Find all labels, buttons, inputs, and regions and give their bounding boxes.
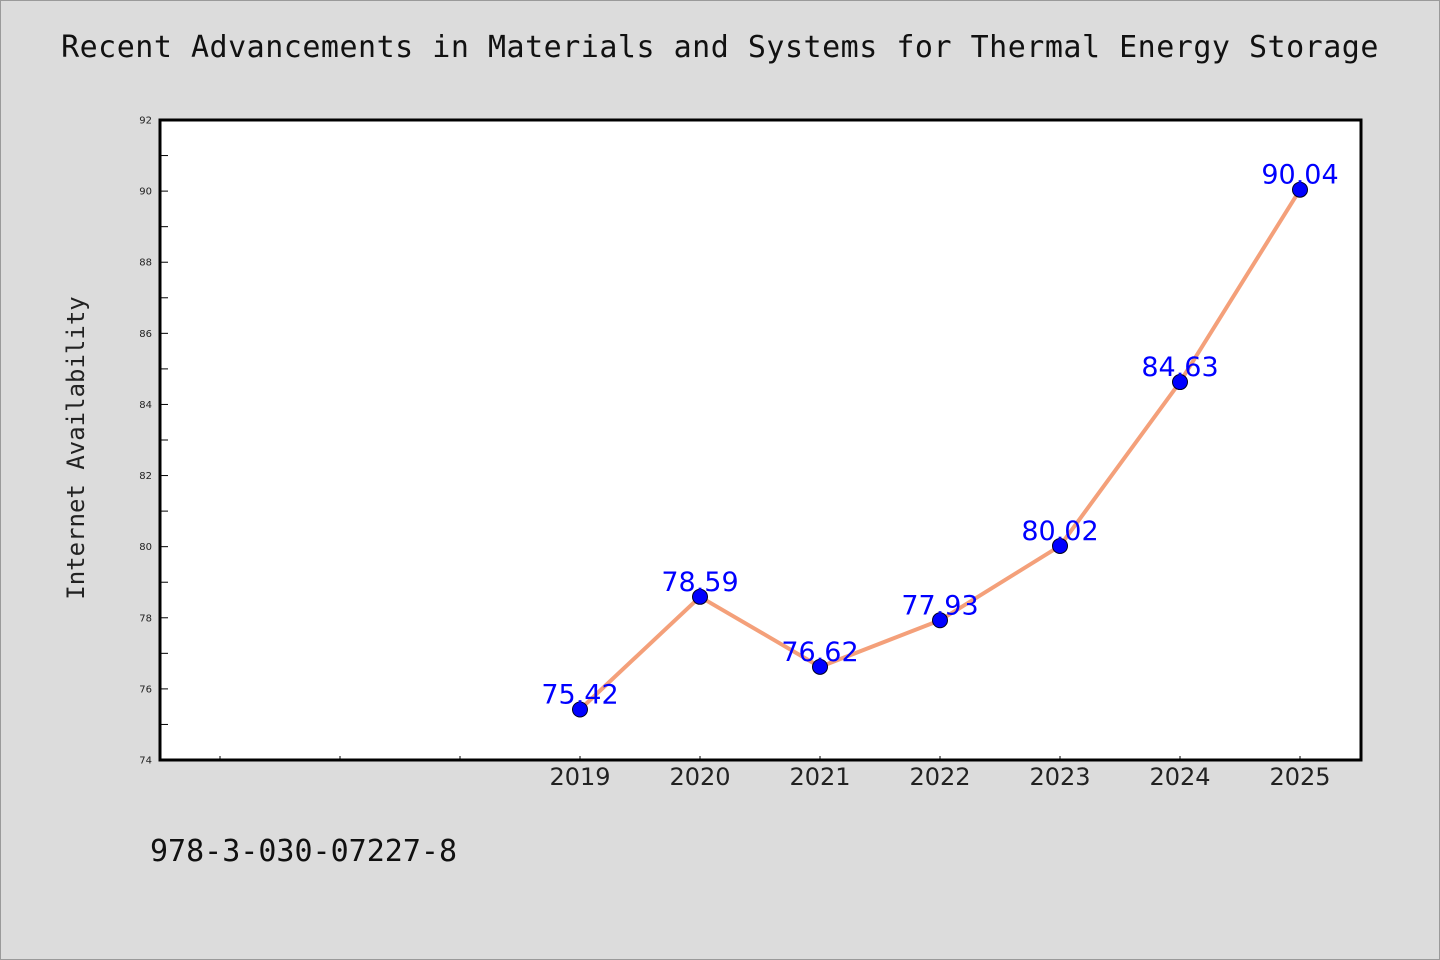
y-tick-label: 86 bbox=[139, 329, 152, 340]
data-labels: 75.42 78.59 76.62 77.93 80.02 84.63 90.04 bbox=[541, 160, 1338, 711]
data-label: 90.04 bbox=[1261, 160, 1338, 191]
x-tick-label: 2025 bbox=[1269, 763, 1330, 791]
y-tick-label: 74 bbox=[139, 756, 152, 767]
y-tick-label: 92 bbox=[139, 116, 152, 127]
x-tick-label: 2019 bbox=[549, 763, 610, 791]
data-label: 76.62 bbox=[781, 637, 858, 668]
data-point bbox=[572, 701, 588, 718]
data-point bbox=[1052, 537, 1068, 554]
x-tick-label: 2023 bbox=[1029, 763, 1090, 791]
x-axis: 2019 2020 2021 2022 2023 2024 2025 bbox=[219, 756, 1331, 791]
plot-area bbox=[160, 120, 1361, 760]
y-tick-label: 80 bbox=[139, 542, 152, 553]
data-point bbox=[1292, 181, 1308, 198]
y-tick-label: 78 bbox=[139, 613, 152, 624]
data-point bbox=[932, 612, 948, 629]
x-tick-label: 2022 bbox=[909, 763, 970, 791]
y-tick-label: 82 bbox=[139, 471, 152, 482]
data-label: 78.59 bbox=[661, 567, 738, 598]
y-tick-label: 88 bbox=[139, 258, 152, 269]
isbn-text: 978-3-030-07227-8 bbox=[150, 834, 458, 869]
data-label: 80.02 bbox=[1021, 516, 1098, 547]
y-tick-label: 84 bbox=[139, 400, 152, 411]
data-point bbox=[812, 658, 828, 675]
x-tick-label: 2021 bbox=[789, 763, 850, 791]
x-tick-label: 2020 bbox=[669, 763, 730, 791]
data-point bbox=[692, 588, 708, 605]
series-group bbox=[572, 181, 1308, 718]
data-label: 84.63 bbox=[1141, 352, 1218, 383]
y-tick-label: 76 bbox=[139, 684, 152, 695]
data-point bbox=[1172, 374, 1188, 391]
plot-border bbox=[158, 118, 1363, 762]
data-label: 77.93 bbox=[901, 590, 978, 621]
y-tick-label: 90 bbox=[139, 187, 152, 198]
x-tick-label: 2024 bbox=[1149, 763, 1210, 791]
chart-title: Recent Advancements in Materials and Sys… bbox=[61, 30, 1379, 65]
data-label: 75.42 bbox=[541, 680, 618, 711]
